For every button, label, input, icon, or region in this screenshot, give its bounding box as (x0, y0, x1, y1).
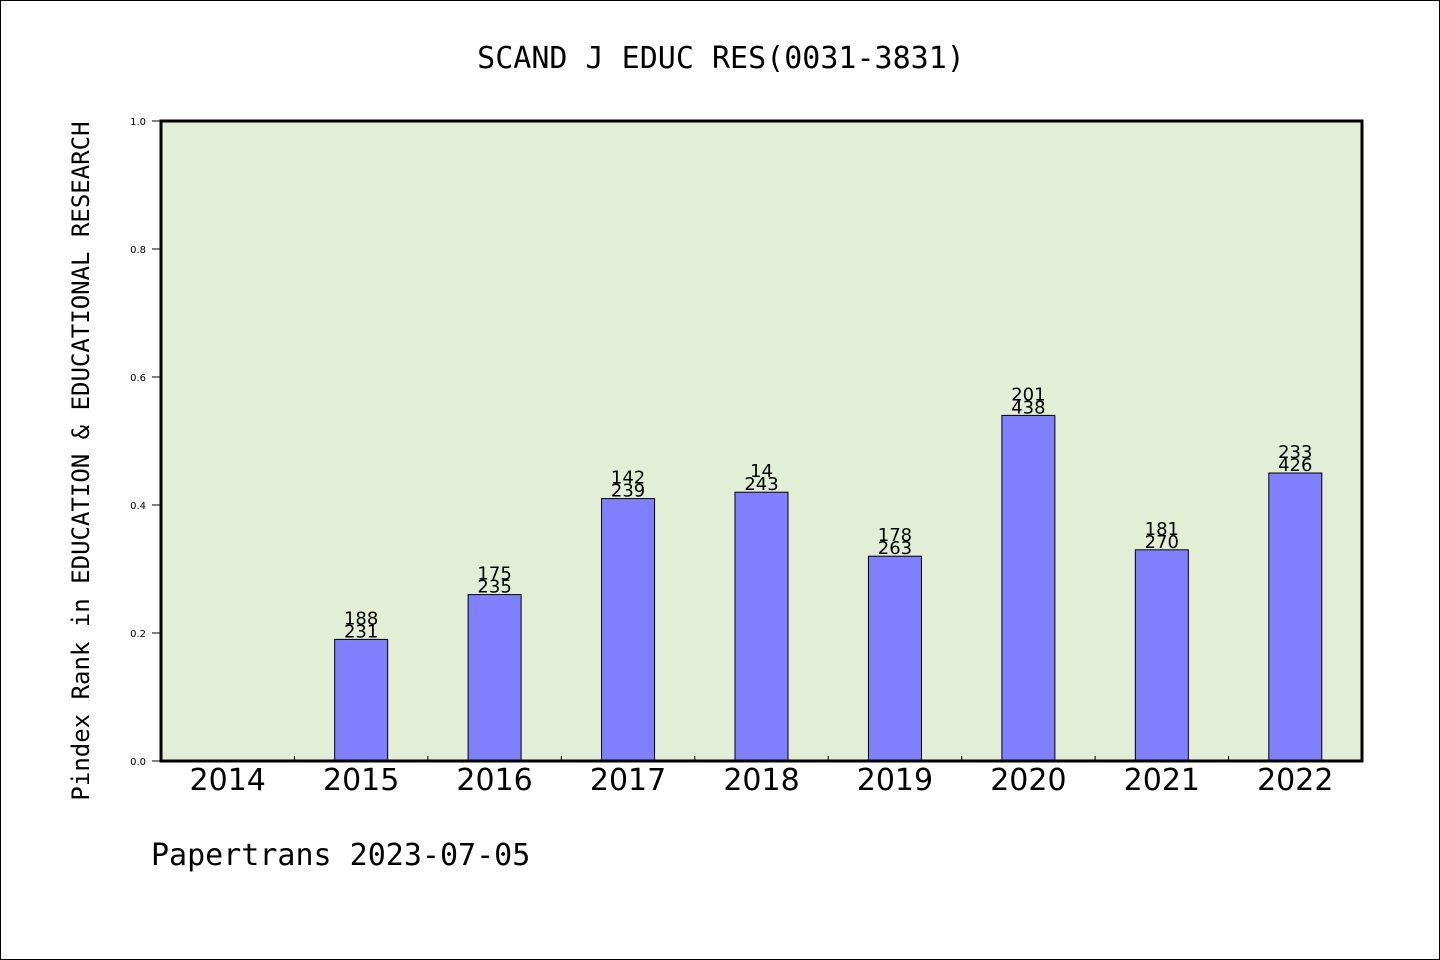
bar (334, 638, 389, 762)
bar-label-bottom: 426 (1278, 455, 1312, 476)
bar (601, 498, 656, 762)
bar-label-bottom: 438 (1011, 397, 1045, 418)
y-tick-label: 0.6 (130, 373, 146, 384)
y-ticks-group: 0.0 0.2 0.4 0.6 0.8 1.0 (130, 117, 161, 768)
x-ticks-group: 2014 2015 2016 2017 2018 2019 2020 2021 2022 (190, 756, 1333, 798)
bar-label-top: 175 (477, 564, 511, 585)
bar-label-bottom: 231 (344, 621, 378, 642)
x-tick-label: 2019 (857, 763, 933, 798)
bar (1001, 414, 1056, 762)
bar-label-top: 188 (344, 608, 378, 629)
y-axis-label: Pindex Rank in EDUCATION & EDUCATIONAL R… (67, 121, 95, 800)
chart-title: SCAND J EDUC RES(0031-3831) (477, 41, 965, 76)
bar-label-top: 201 (1011, 384, 1045, 405)
y-tick-label: 1.0 (130, 117, 146, 128)
bar (734, 491, 789, 762)
bar (867, 555, 922, 762)
footer-text: Papertrans 2023-07-05 (151, 838, 530, 873)
y-tick-label: 0.4 (130, 501, 146, 512)
bar (1268, 472, 1323, 762)
bar-label-top: 233 (1278, 442, 1312, 463)
bar-label-top: 178 (878, 525, 912, 546)
x-tick-label: 2020 (990, 763, 1066, 798)
x-tick-label: 2016 (456, 763, 532, 798)
plot-frame (159, 119, 1364, 763)
bar-label-bottom: 263 (878, 538, 912, 559)
bars-group (334, 414, 1323, 762)
x-tick-label: 2022 (1257, 763, 1333, 798)
bar-label-top: 14 (750, 461, 773, 482)
bar-label-bottom: 243 (744, 474, 778, 495)
bar-label-bottom: 239 (611, 481, 645, 502)
bar (1134, 549, 1189, 762)
x-tick-label: 2014 (190, 763, 266, 798)
bar-label-bottom: 270 (1145, 532, 1179, 553)
y-tick-label: 0.8 (130, 245, 146, 256)
x-tick-label: 2015 (323, 763, 399, 798)
y-tick-label: 0.0 (130, 757, 146, 768)
bar-label-bottom: 235 (477, 577, 511, 598)
x-tick-label: 2021 (1124, 763, 1200, 798)
bar-label-top: 181 (1145, 519, 1179, 540)
y-tick-label: 0.2 (130, 629, 146, 640)
bar (467, 594, 522, 762)
x-tick-label: 2018 (723, 763, 799, 798)
x-tick-label: 2017 (590, 763, 666, 798)
bar-label-top: 142 (611, 468, 645, 489)
